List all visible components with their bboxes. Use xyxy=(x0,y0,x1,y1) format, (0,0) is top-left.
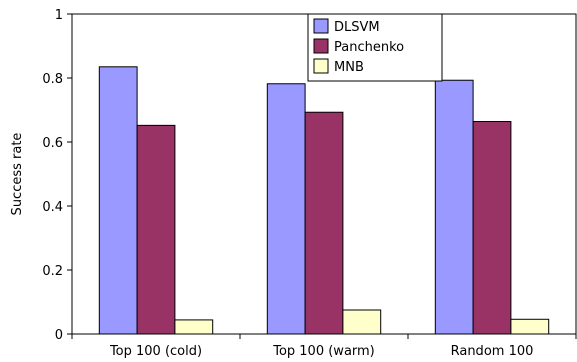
bars xyxy=(98,66,550,335)
bar-panchenko-0 xyxy=(136,124,176,335)
bar-panchenko-1 xyxy=(304,111,344,335)
x-axis: Top 100 (cold) Top 100 (warm) Random 100 xyxy=(71,334,577,359)
bar-dlsvm-2 xyxy=(434,79,474,335)
bar-mnb-2 xyxy=(510,318,550,335)
x-category-label: Random 100 xyxy=(451,344,534,359)
legend-swatch-mnb xyxy=(313,58,329,74)
legend-box xyxy=(307,13,443,82)
y-tick-label: 0.8 xyxy=(42,72,63,87)
y-tick-label: 0.4 xyxy=(42,200,63,215)
y-tick-label: 0 xyxy=(55,328,63,343)
legend: DLSVM Panchenko MNB xyxy=(307,13,443,82)
y-tick-label: 0.6 xyxy=(42,136,63,151)
x-category-label: Top 100 (cold) xyxy=(109,344,202,359)
y-axis: 0 0.2 0.4 0.6 0.8 1 xyxy=(42,8,72,343)
bar-dlsvm-0 xyxy=(98,66,138,335)
y-tick-label: 0.2 xyxy=(42,264,63,279)
legend-label-dlsvm: DLSVM xyxy=(334,20,380,35)
y-tick-label: 1 xyxy=(55,8,63,23)
bar-mnb-0 xyxy=(174,319,214,335)
bar-panchenko-2 xyxy=(472,121,512,335)
x-category-label: Top 100 (warm) xyxy=(272,344,375,359)
legend-label-panchenko: Panchenko xyxy=(334,40,404,55)
bar-mnb-1 xyxy=(342,309,382,335)
legend-swatch-dlsvm xyxy=(313,18,329,34)
legend-swatch-panchenko xyxy=(313,38,329,54)
y-axis-label: Success rate xyxy=(10,133,25,216)
bar-dlsvm-1 xyxy=(266,83,306,335)
legend-label-mnb: MNB xyxy=(334,60,364,75)
